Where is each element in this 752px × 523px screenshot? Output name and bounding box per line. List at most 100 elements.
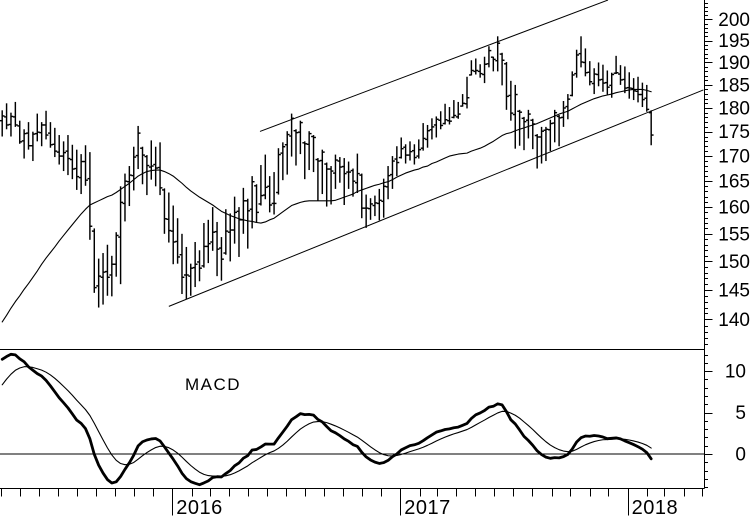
x-axis-year-label-2017: 2017 xyxy=(404,497,451,518)
ohlc-bar xyxy=(451,100,457,119)
ohlc-bar xyxy=(276,148,281,195)
ohlc-bar xyxy=(591,68,597,95)
ohlc-bar xyxy=(91,228,97,293)
ohlc-bar xyxy=(596,62,601,87)
ohlc-bar xyxy=(455,101,461,119)
ohlc-bar xyxy=(12,101,18,127)
ohlc-bar xyxy=(368,198,373,220)
ohlc-bar xyxy=(245,198,251,249)
ohlc-bar xyxy=(324,162,330,207)
ohlc-bar xyxy=(262,154,268,200)
price-axis-label: 165 xyxy=(718,172,750,193)
ohlc-bar xyxy=(144,155,150,196)
price-axis-label: 195 xyxy=(718,31,750,52)
ohlc-bar xyxy=(640,82,645,108)
price-axis-label: 190 xyxy=(718,53,750,74)
ohlc-bar xyxy=(289,113,295,157)
ohlc-bar xyxy=(600,64,606,92)
ohlc-bar xyxy=(346,161,352,189)
ohlc-bar xyxy=(227,213,233,262)
ohlc-bar xyxy=(113,232,119,277)
ohlc-bar xyxy=(574,49,580,78)
ohlc-bar xyxy=(618,65,623,85)
ohlc-bar xyxy=(170,205,176,265)
macd-panel-label: MACD xyxy=(185,375,241,394)
ohlc-bar xyxy=(78,154,84,195)
ohlc-bar xyxy=(96,258,102,308)
ohlc-bar xyxy=(192,242,198,288)
ohlc-bar xyxy=(534,134,540,169)
macd-signal-line xyxy=(1,366,652,477)
ohlc-bar xyxy=(214,221,220,277)
ohlc-bar xyxy=(495,36,501,72)
ohlc-bar xyxy=(604,70,610,95)
ohlc-bar xyxy=(236,207,242,257)
ohlc-bar xyxy=(8,112,14,137)
ohlc-bar xyxy=(333,154,338,189)
ohlc-bar xyxy=(565,94,571,120)
ohlc-bar xyxy=(126,166,132,207)
channel-lower-trendline xyxy=(168,89,704,307)
ohlc-bar xyxy=(39,122,45,147)
ohlc-bar xyxy=(43,110,49,140)
price-axis-label: 140 xyxy=(718,310,750,331)
ohlc-bar xyxy=(385,166,391,200)
ohlc-bar xyxy=(74,149,80,190)
ohlc-bar xyxy=(34,113,40,142)
price-axis-label: 180 xyxy=(718,98,750,119)
ohlc-bar xyxy=(56,135,62,165)
price-axis-label: 150 xyxy=(718,252,750,273)
channel-upper-trendline xyxy=(259,0,609,132)
ohlc-bar xyxy=(429,118,435,140)
ohlc-bar xyxy=(530,118,536,150)
ohlc-bar xyxy=(526,109,531,139)
macd-axis-label: 10 xyxy=(725,362,746,383)
ohlc-bar xyxy=(183,246,189,300)
price-axis-label: 145 xyxy=(718,280,750,301)
ohlc-bar xyxy=(490,56,496,72)
ohlc-bar xyxy=(315,158,321,201)
ohlc-bar xyxy=(464,76,470,109)
ohlc-bar xyxy=(240,187,246,234)
ohlc-bar xyxy=(403,144,409,164)
ohlc-bar xyxy=(65,135,71,176)
ohlc-bar xyxy=(556,115,562,147)
ohlc-bar xyxy=(398,137,404,159)
ohlc-bar xyxy=(381,178,387,218)
macd-axis-label: 5 xyxy=(735,403,746,424)
ohlc-bar xyxy=(626,72,632,99)
ohlc-bar xyxy=(442,103,448,125)
ohlc-bar xyxy=(350,168,356,197)
ohlc-bar xyxy=(473,58,479,75)
ohlc-bar xyxy=(376,188,382,221)
price-axis-label: 200 xyxy=(718,10,750,31)
price-axis-label: 170 xyxy=(718,147,750,168)
ohlc-bar xyxy=(148,140,154,180)
ohlc-bar xyxy=(433,116,439,138)
ohlc-bar xyxy=(166,192,172,243)
ohlc-bar xyxy=(425,124,430,148)
ohlc-bar xyxy=(135,125,141,170)
price-axis-label: 160 xyxy=(718,198,750,219)
ohlc-bar xyxy=(547,119,553,152)
ohlc-bar xyxy=(131,146,137,191)
price-axis-label: 175 xyxy=(718,122,750,143)
ohlc-bar xyxy=(372,195,378,217)
ohlc-bar xyxy=(508,80,514,121)
ohlc-bar xyxy=(517,109,523,146)
ohlc-bar xyxy=(447,107,452,125)
ohlc-bar xyxy=(0,110,5,137)
ohlc-bar xyxy=(105,244,110,296)
macd-line xyxy=(0,352,653,487)
ohlc-bar xyxy=(302,141,308,180)
ohlc-bar xyxy=(477,64,483,78)
ohlc-bar xyxy=(52,127,58,158)
ohlc-bar xyxy=(109,255,115,297)
ohlc-bar xyxy=(205,219,211,264)
ohlc-bar xyxy=(175,218,180,264)
ohlc-bar xyxy=(30,131,36,162)
ohlc-bar xyxy=(411,144,417,165)
ohlc-bar xyxy=(210,207,216,251)
ohlc-bar xyxy=(258,165,264,206)
ohlc-bar xyxy=(297,120,303,155)
